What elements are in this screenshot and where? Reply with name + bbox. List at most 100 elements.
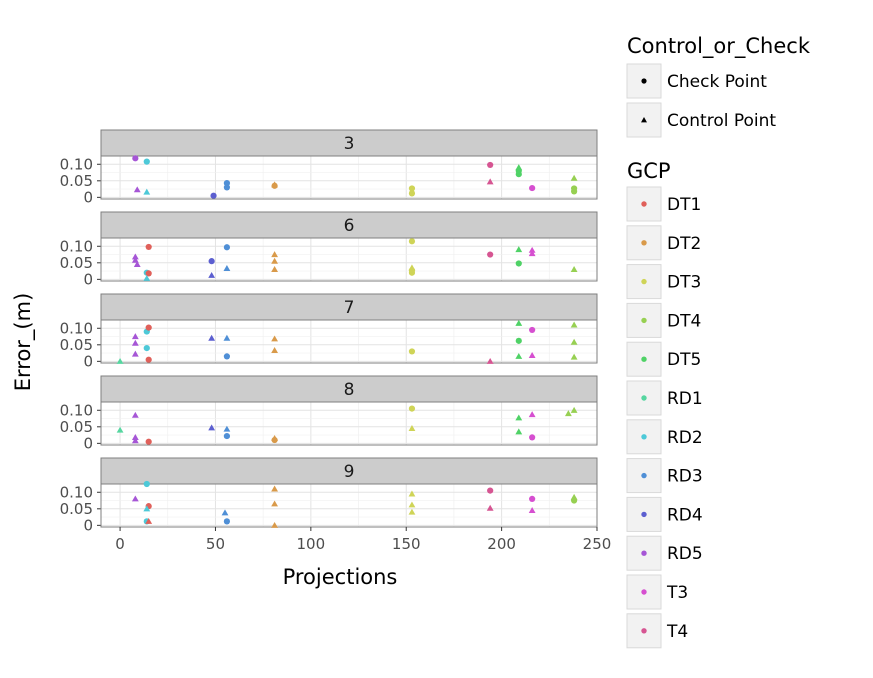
legend-swatch-t3: [641, 589, 647, 595]
check-point-marker-rd3: [223, 244, 231, 251]
control-point-marker-dt3: [408, 425, 416, 432]
control-point-marker-rd4: [208, 334, 216, 341]
check-point-marker-dt1: [145, 438, 152, 445]
y-tick-label: 0: [83, 352, 93, 370]
check-point-marker-dt4: [571, 188, 578, 195]
check-point-marker-dt3: [408, 190, 416, 197]
control-point-marker-rd4: [208, 271, 216, 278]
y-tick-label: 0.05: [60, 254, 93, 272]
control-point-marker-dt4: [570, 321, 578, 328]
y-tick-label: 0.10: [60, 319, 93, 337]
legend-swatch-dt2: [641, 240, 647, 246]
legend-swatch-rd4: [641, 511, 647, 518]
control-point-marker-dt2: [271, 251, 278, 258]
panel-background: [100, 483, 598, 528]
check-point-marker-rd3: [223, 180, 231, 187]
y-tick-label: 0.10: [60, 237, 93, 255]
control-point-marker-rd1: [116, 357, 124, 364]
x-tick-label: 0: [115, 535, 125, 553]
check-point-marker-dt1: [145, 324, 152, 331]
control-point-marker-rd3: [223, 334, 231, 341]
panel-background: [100, 155, 598, 200]
legend-swatch-rd3: [641, 472, 647, 479]
control-point-marker-dt5: [515, 352, 523, 359]
control-point-marker-rd5: [133, 261, 141, 268]
legend-shape-title: Control_or_Check: [627, 34, 811, 59]
legend-color-label: T4: [666, 622, 688, 642]
legend-shape-label: Check Point: [667, 72, 767, 92]
control-point-marker-rd5: [131, 256, 139, 263]
legend-color-label: RD4: [667, 505, 703, 525]
control-point-marker-rd5: [133, 186, 141, 193]
legend-check-point-symbol: [641, 78, 647, 84]
facet-panel-8: 8 00.050.10: [60, 375, 598, 452]
panel-background: [100, 401, 598, 446]
legend: Control_or_Check Check Point Control Point…: [626, 34, 811, 649]
control-point-marker-dt2: [271, 335, 278, 342]
control-point-marker-rd3: [223, 265, 231, 271]
y-tick-label: 0: [83, 270, 93, 288]
control-point-marker-dt3: [408, 501, 416, 508]
check-point-marker-dt3: [408, 269, 416, 276]
facet-strip-label: 3: [344, 134, 355, 154]
legend-swatch-dt5: [641, 356, 647, 362]
facet-strip-label: 9: [344, 462, 355, 482]
legend-color-label: T3: [666, 583, 688, 603]
check-point-marker-t4: [487, 251, 494, 258]
legend-swatch-rd1: [641, 395, 647, 401]
legend-color-label: DT1: [667, 195, 701, 215]
facet-strip: [100, 211, 598, 239]
control-point-marker-dt2: [271, 181, 278, 188]
check-point-marker-t3: [529, 184, 536, 192]
y-tick-label: 0.05: [60, 418, 93, 436]
legend-control-point-symbol: [641, 117, 647, 123]
control-point-marker-dt2: [271, 500, 278, 507]
control-point-marker-rd5: [131, 253, 139, 260]
control-point-marker-dt3: [408, 508, 416, 515]
legend-swatch-dt3: [641, 278, 647, 285]
y-tick-label: 0: [83, 516, 93, 534]
check-point-marker-rd3: [223, 353, 231, 360]
control-point-marker-dt2: [271, 347, 278, 353]
check-point-marker-dt4: [571, 497, 578, 504]
legend-color-label: RD1: [667, 389, 703, 409]
panel-border: [100, 155, 598, 200]
facet-strip: [100, 457, 598, 485]
check-point-marker-rd2: [143, 345, 150, 352]
x-axis-title: Projections: [283, 565, 398, 589]
control-point-marker-dt4: [570, 338, 578, 345]
check-point-marker-t4: [487, 487, 494, 494]
facet-strip-label: 6: [344, 216, 355, 236]
control-point-marker-dt5: [515, 246, 523, 253]
control-point-marker-dt3: [408, 490, 416, 497]
control-point-marker-t3: [528, 507, 536, 514]
facet-strip: [100, 129, 598, 157]
check-point-marker-rd3: [223, 184, 231, 191]
x-tick-label: 150: [392, 535, 421, 553]
control-point-marker-dt4: [570, 266, 578, 272]
panel-background: [100, 237, 598, 282]
check-point-marker-rd5: [132, 155, 139, 162]
control-point-marker-dt2: [271, 521, 278, 528]
legend-color-label: RD5: [667, 544, 703, 564]
control-point-marker-rd2: [143, 274, 151, 281]
control-point-marker-dt5: [515, 428, 523, 435]
legend-swatch-rd2: [641, 434, 647, 440]
control-point-marker-rd3: [221, 509, 229, 516]
control-point-marker-dt4: [570, 406, 578, 413]
check-point-marker-dt3: [408, 238, 416, 245]
control-point-marker-rd1: [116, 426, 124, 433]
control-point-marker-rd5: [131, 333, 139, 340]
control-point-marker-rd5: [131, 495, 139, 502]
control-point-marker-dt2: [271, 485, 278, 492]
control-point-marker-t4: [486, 357, 494, 364]
control-point-marker-t4: [486, 178, 494, 185]
control-point-marker-rd5: [131, 437, 139, 444]
x-tick-label: 250: [583, 535, 612, 553]
control-point-marker-rd3: [223, 425, 231, 432]
check-point-marker-rd4: [208, 258, 215, 265]
control-point-marker-dt5: [515, 414, 523, 421]
x-tick-label: 100: [297, 535, 326, 553]
control-point-marker-rd5: [131, 350, 139, 357]
control-point-marker-rd5: [131, 433, 139, 440]
